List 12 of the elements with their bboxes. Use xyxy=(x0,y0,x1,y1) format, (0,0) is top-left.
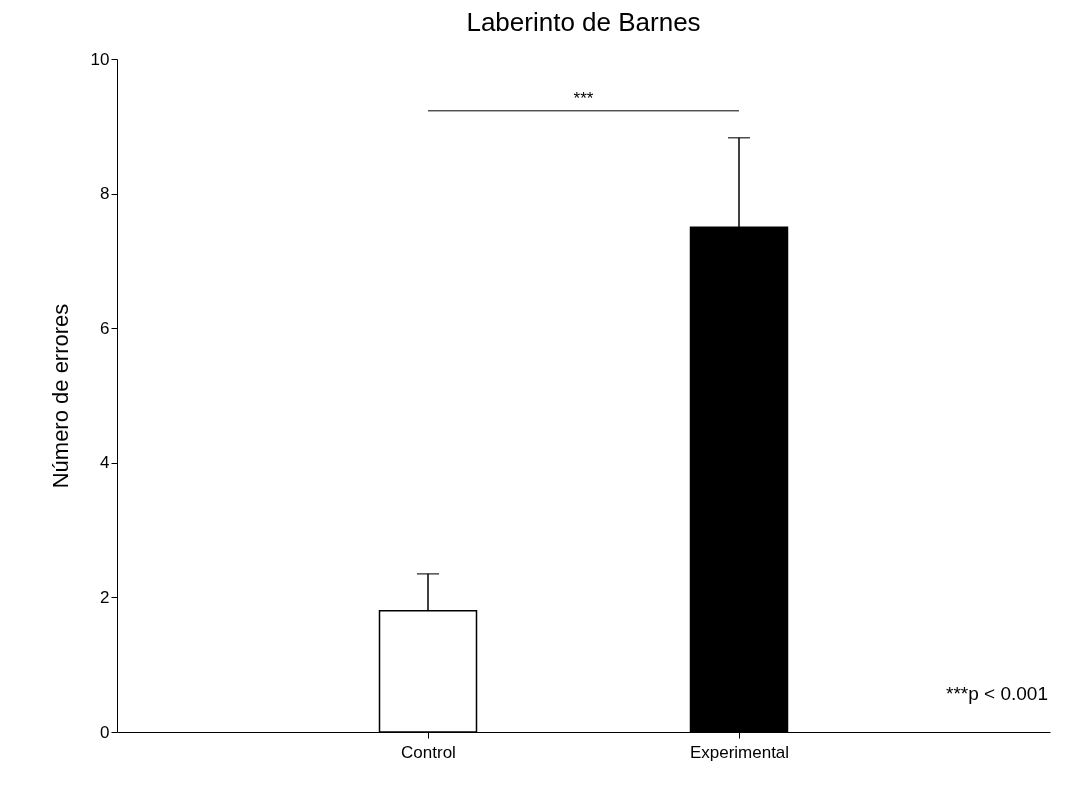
y-tick-label: 2 xyxy=(100,587,110,607)
y-tick-label: 0 xyxy=(100,722,110,742)
x-tick-label: Control xyxy=(401,742,456,762)
chart-title: Laberinto de Barnes xyxy=(466,7,701,37)
y-tick-label: 8 xyxy=(100,184,110,204)
y-axis-title: Número de errores xyxy=(47,303,73,489)
annotation: ***p < 0.001 xyxy=(946,683,1048,704)
x-tick-label: Experimental xyxy=(689,742,790,762)
y-tick-label: 10 xyxy=(90,49,110,69)
y-tick-label: 6 xyxy=(100,318,110,338)
annotation: *** xyxy=(573,88,594,108)
y-tick-label: 4 xyxy=(100,453,110,473)
